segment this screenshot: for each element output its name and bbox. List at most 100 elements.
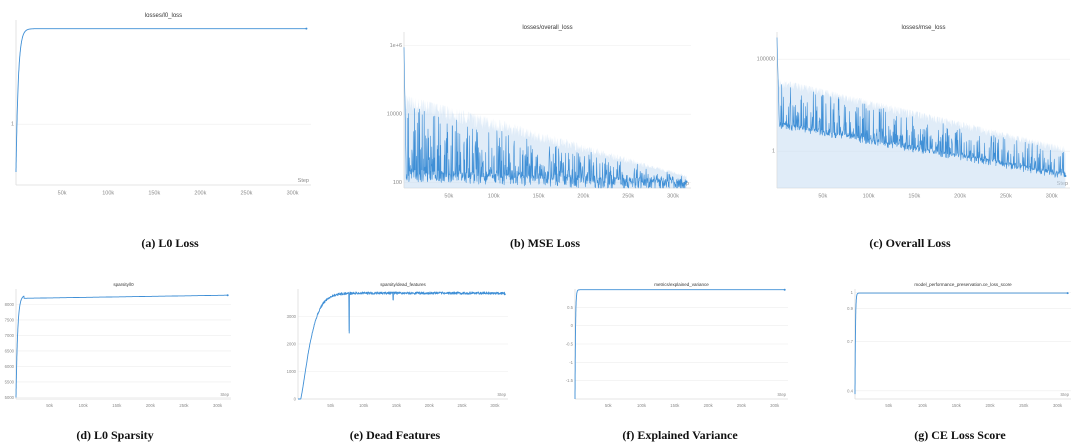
x-tick-label: 200k bbox=[704, 403, 714, 408]
y-tick-label: 0.9 bbox=[847, 306, 853, 311]
x-axis-label: Step bbox=[497, 392, 506, 397]
y-tick-label: 0.5 bbox=[567, 305, 573, 310]
y-tick-label: 7000 bbox=[5, 333, 15, 338]
chart-title: losses/l0_loss bbox=[145, 13, 182, 19]
chart-ce-loss-score: model_performance_preservation.ce_loss_s… bbox=[847, 282, 1071, 408]
caption-ce-loss-score: (g) CE Loss Score bbox=[914, 428, 1006, 442]
panel-l0-loss: losses/l0_loss 1 50k 100k 150k 200k 250k 300k St… bbox=[10, 8, 315, 203]
chart-title: model_performance_preservation.ce_loss_s… bbox=[914, 282, 1012, 287]
y-tick-label: 1 bbox=[851, 290, 854, 295]
caption-l0-sparsity: (d) L0 Sparsity bbox=[76, 428, 154, 442]
x-tick-label: 50k bbox=[444, 194, 453, 200]
x-tick-label: 250k bbox=[1019, 403, 1029, 408]
x-tick-label: 150k bbox=[952, 403, 962, 408]
series-end-point bbox=[305, 27, 308, 30]
x-tick-label: 200k bbox=[146, 403, 156, 408]
series-line bbox=[574, 289, 785, 399]
y-tick-label: 7500 bbox=[5, 317, 15, 322]
x-tick-label: 100k bbox=[863, 194, 875, 200]
x-tick-label: 200k bbox=[954, 194, 966, 200]
x-tick-label: 150k bbox=[392, 403, 402, 408]
x-axis-label: Step bbox=[298, 178, 309, 184]
y-tick-label: 1e+6 bbox=[390, 43, 402, 49]
x-tick-label: 150k bbox=[533, 194, 545, 200]
series-end-point bbox=[226, 294, 229, 297]
y-tick-label: 0.4 bbox=[847, 388, 853, 393]
series-end-point bbox=[783, 288, 786, 291]
series-line bbox=[854, 292, 1068, 395]
caption-overall-loss: (c) Overall Loss bbox=[869, 236, 951, 250]
y-tick-label: 1 bbox=[11, 122, 14, 128]
y-tick-label: 1000 bbox=[287, 369, 297, 374]
series-line bbox=[403, 47, 687, 189]
series-line bbox=[297, 291, 506, 400]
y-tick-label: 3000 bbox=[287, 314, 297, 319]
y-tick-label: 5500 bbox=[5, 379, 15, 384]
series-line bbox=[15, 294, 228, 398]
x-tick-label: 300k bbox=[490, 403, 500, 408]
panel-mse-loss: losses/overall_loss 100 10000 1e+6 50k 100k 15… bbox=[370, 20, 695, 210]
y-tick-label: 0 bbox=[571, 323, 574, 328]
y-tick-label: 6500 bbox=[5, 348, 15, 353]
y-tick-label: 100000 bbox=[757, 57, 775, 63]
series-line bbox=[15, 28, 307, 172]
x-tick-label: 250k bbox=[1000, 194, 1012, 200]
chart-overall-loss: losses/mse_loss 1 100000 50k 100k 150k 200k 250… bbox=[757, 25, 1070, 200]
x-tick-label: 50k bbox=[605, 403, 613, 408]
x-tick-label: 100k bbox=[488, 194, 500, 200]
series-variance-band bbox=[777, 78, 1066, 188]
y-tick-label: -0.5 bbox=[566, 342, 574, 347]
panel-overall-loss: losses/mse_loss 1 100000 50k 100k 150k 200k 250… bbox=[745, 20, 1073, 210]
x-tick-label: 250k bbox=[179, 403, 189, 408]
series-end-point bbox=[685, 180, 688, 183]
y-tick-label: 100 bbox=[393, 180, 402, 186]
y-tick-label: -1.5 bbox=[566, 378, 574, 383]
chart-l0-sparsity: sparsity/l0 5000 5500 6000 6500 7000 7500 8000 5… bbox=[5, 282, 231, 408]
x-tick-label: 200k bbox=[194, 191, 206, 197]
series-end-point bbox=[503, 293, 506, 296]
x-tick-label: 100k bbox=[102, 191, 114, 197]
y-tick-label: 5000 bbox=[5, 395, 15, 400]
series-end-point bbox=[1066, 292, 1069, 295]
y-tick-label: 6000 bbox=[5, 364, 15, 369]
x-tick-label: 150k bbox=[670, 403, 680, 408]
x-axis-label: Step bbox=[220, 392, 229, 397]
x-tick-label: 300k bbox=[287, 191, 299, 197]
x-tick-label: 250k bbox=[622, 194, 634, 200]
y-tick-label: 0 bbox=[294, 397, 297, 402]
x-tick-label: 50k bbox=[327, 403, 335, 408]
chart-title: sparsity/l0 bbox=[113, 282, 134, 287]
x-tick-label: 50k bbox=[58, 191, 67, 197]
x-tick-label: 50k bbox=[885, 403, 893, 408]
x-tick-label: 100k bbox=[79, 403, 89, 408]
x-tick-label: 50k bbox=[46, 403, 54, 408]
x-tick-label: 200k bbox=[425, 403, 435, 408]
y-tick-label: 0.7 bbox=[847, 339, 853, 344]
chart-mse-loss: losses/overall_loss 100 10000 1e+6 50k 100k 15… bbox=[387, 25, 691, 200]
x-tick-label: 100k bbox=[918, 403, 928, 408]
x-tick-label: 250k bbox=[458, 403, 468, 408]
y-tick-label: 8000 bbox=[5, 302, 15, 307]
x-tick-label: 300k bbox=[1053, 403, 1063, 408]
x-tick-label: 300k bbox=[770, 403, 780, 408]
x-tick-label: 250k bbox=[241, 191, 253, 197]
y-tick-label: 1 bbox=[772, 149, 775, 155]
x-tick-label: 200k bbox=[985, 403, 995, 408]
chart-dead-features: sparsity/dead_features 0 1000 2000 3000 50k 10… bbox=[287, 282, 508, 408]
x-tick-label: 300k bbox=[1046, 194, 1058, 200]
x-tick-label: 50k bbox=[818, 194, 827, 200]
x-tick-label: 150k bbox=[112, 403, 122, 408]
series-line bbox=[776, 37, 1066, 178]
y-tick-label: 2000 bbox=[287, 342, 297, 347]
caption-dead-features: (e) Dead Features bbox=[349, 428, 441, 442]
panel-explained-variance: metrics/explained_variance -1.5 -1 -0.5 0 0.5… bbox=[560, 280, 792, 415]
chart-title: metrics/explained_variance bbox=[654, 282, 709, 287]
x-tick-label: 250k bbox=[737, 403, 747, 408]
panel-ce-loss-score: model_performance_preservation.ce_loss_s… bbox=[840, 280, 1075, 415]
x-tick-label: 100k bbox=[359, 403, 369, 408]
chart-title: losses/mse_loss bbox=[901, 25, 945, 31]
x-tick-label: 300k bbox=[667, 194, 679, 200]
panel-dead-features: sparsity/dead_features 0 1000 2000 3000 50k 10… bbox=[280, 280, 512, 415]
x-tick-label: 200k bbox=[577, 194, 589, 200]
